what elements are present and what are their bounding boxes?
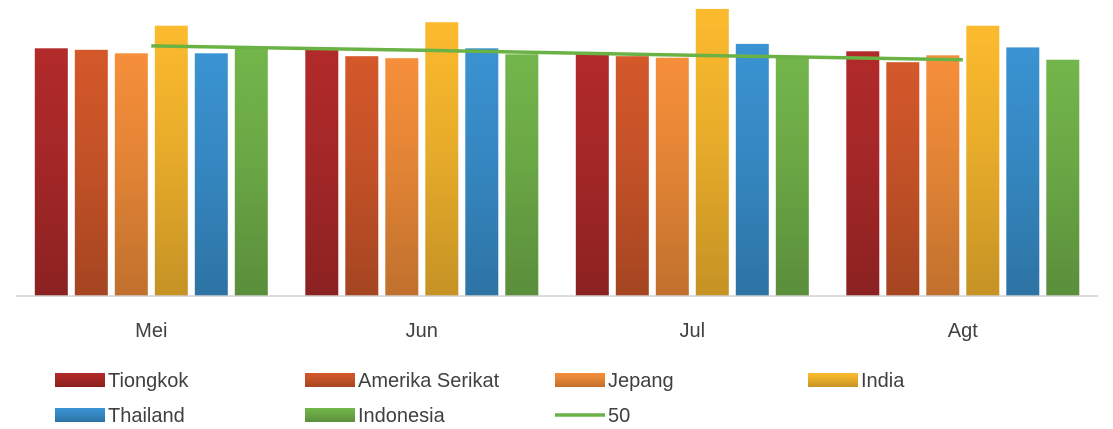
bar-thailand-jul [735,43,769,297]
line-series-50 [151,44,963,62]
bar-thailand-jun [465,48,499,296]
bar-amerika-serikat-mei [74,49,108,296]
bar-thailand-agt [1006,47,1040,297]
bar-layer [34,8,1080,297]
bar-jepang-agt [926,55,960,296]
legend-swatch [555,373,605,387]
legend-label: Indonesia [358,405,446,427]
bar-india-jul [695,8,729,297]
bar-india-agt [966,25,1000,296]
bar-indonesia-jul [775,57,809,297]
legend-label: Jepang [608,370,674,392]
bar-india-jun [425,22,459,296]
bar-tiongkok-mei [34,48,68,296]
bar-thailand-mei [194,53,228,296]
bar-amerika-serikat-agt [886,62,920,297]
bar-jepang-mei [114,53,148,296]
category-label-jul: Jul [680,320,706,342]
legend-item-tiongkok: Tiongkok [55,370,189,392]
legend-label: 50 [608,405,630,427]
legend-swatch [305,373,355,387]
legend: Tiongkok Amerika Serikat Jepang India Thaila… [55,370,905,427]
legend-swatch [808,373,858,387]
bar-jepang-jul [655,57,689,297]
legend-label: Amerika Serikat [358,370,500,392]
bar-jepang-jun [385,58,419,297]
bar-india-mei [154,25,188,296]
legend-label: India [861,370,905,392]
bar-indonesia-jun [505,54,539,296]
legend-item-india: India [808,370,905,392]
legend-label: Tiongkok [108,370,189,392]
legend-swatch [55,408,105,422]
category-label-mei: Mei [135,320,167,342]
bar-tiongkok-agt [846,51,880,296]
bar-amerika-serikat-jul [615,56,649,297]
legend-item-fifty: 50 [555,405,630,427]
legend-item-thailand: Thailand [55,405,185,427]
bar-tiongkok-jun [305,48,339,296]
legend-swatch [55,373,105,387]
bar-tiongkok-jul [575,54,609,296]
category-label-agt: Agt [948,320,978,342]
legend-item-amerika-serikat: Amerika Serikat [305,370,500,392]
legend-swatch [305,408,355,422]
bar-amerika-serikat-jun [345,56,379,297]
category-label-jun: Jun [406,320,438,342]
category-labels: Mei Jun Jul Agt [135,320,978,342]
bar-indonesia-mei [234,46,268,297]
legend-item-indonesia: Indonesia [305,405,446,427]
line-layer [151,44,963,62]
legend-item-jepang: Jepang [555,370,674,392]
legend-label: Thailand [108,405,185,427]
bar-indonesia-agt [1046,59,1080,297]
